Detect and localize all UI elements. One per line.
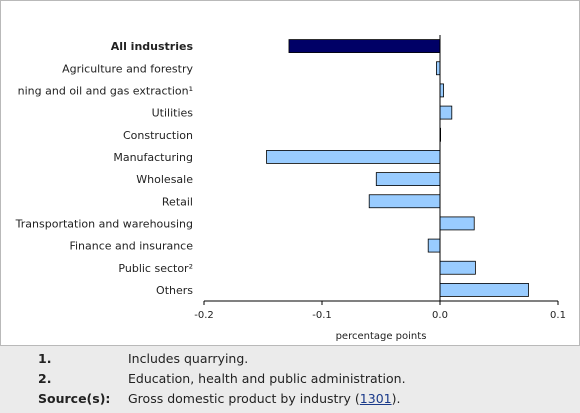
source-note: Source(s): Gross domestic product by ind… [38,389,406,409]
footnote-2: 2. Education, health and public administ… [38,369,406,389]
source-text-before: Gross domestic product by industry ( [128,391,360,406]
category-label: Public sector² [118,262,193,275]
source-text-after: ). [391,391,401,406]
x-axis: -0.2 -0.1 0.0 0.1 [194,35,566,321]
bar [427,238,441,253]
source-link[interactable]: 1301 [359,391,392,406]
category-label: Utilities [152,107,194,120]
bar [375,172,441,186]
bars-group [266,39,529,297]
category-label: Construction [123,129,193,142]
x-tick-label: -0.2 [194,310,214,321]
x-tick-label: 0.1 [550,310,566,321]
bar [439,216,475,231]
x-tick-label: 0.0 [432,310,448,321]
bar [439,83,444,98]
category-labels: All industries Agriculture and forestry ni… [15,40,194,297]
category-label: Wholesale [136,173,193,186]
footnote-1: 1. Includes quarrying. [38,349,406,369]
category-label: All industries [111,40,194,53]
footnote-key: 1. [38,351,52,366]
bar [266,150,441,164]
category-label: Manufacturing [113,151,193,164]
bar [436,61,441,76]
footnote-text: Includes quarrying. [128,351,249,366]
footnote-key: 2. [38,371,52,386]
category-label: Agriculture and forestry [62,62,193,75]
bar [439,105,453,120]
bar-chart: All industries Agriculture and forestry ni… [15,35,566,342]
bar [439,260,476,275]
bar [439,283,529,297]
chart-frame: All industries Agriculture and forestry ni… [0,0,580,346]
category-label: Finance and insurance [69,240,193,253]
category-label: Others [156,284,193,297]
bar [368,194,441,209]
category-label: Retail [162,195,193,208]
footnote-text: Education, health and public administrat… [128,371,406,386]
footnotes: 1. Includes quarrying. 2. Education, hea… [38,349,406,409]
x-axis-title: percentage points [336,331,427,342]
x-tick-label: -0.1 [312,310,332,321]
source-key: Source(s): [38,391,111,406]
category-label: ning and oil and gas extraction¹ [18,84,193,97]
source-text: Gross domestic product by industry (1301… [128,389,400,409]
bar [288,39,441,53]
category-label: Transportation and warehousing [15,217,193,230]
